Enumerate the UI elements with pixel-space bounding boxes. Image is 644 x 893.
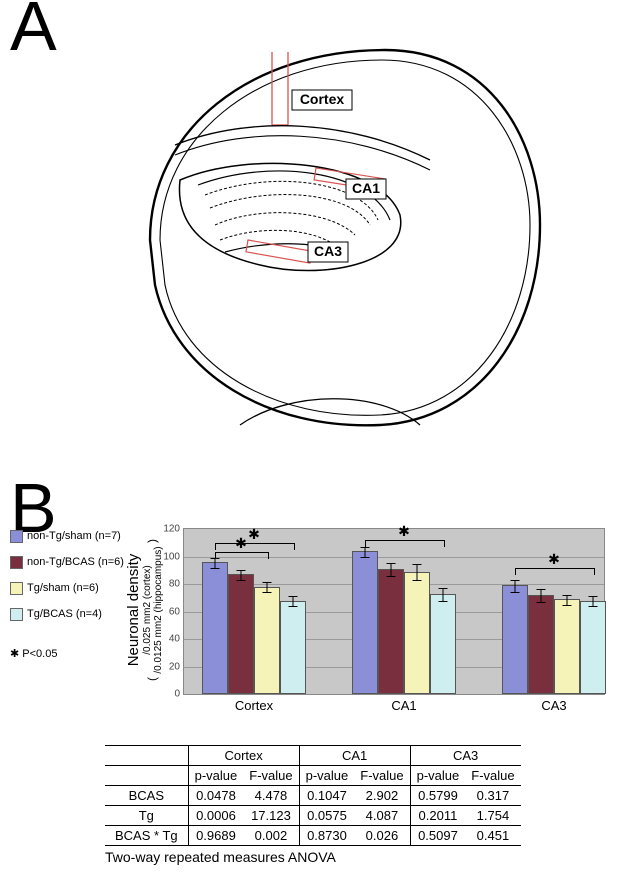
legend-item: Tg/BCAS (n=4) bbox=[10, 603, 124, 625]
anova-region-header: Cortex bbox=[188, 746, 299, 766]
chart-plot: 020406080100120Cortex✱✱CA1✱CA3✱ bbox=[183, 528, 605, 695]
anova-region-header: CA1 bbox=[299, 746, 410, 766]
anova-cell: 0.026 bbox=[354, 826, 410, 846]
legend-item: Tg/sham (n=6) bbox=[10, 577, 124, 599]
anova-cell: 4.087 bbox=[354, 806, 410, 826]
chart-legend: non-Tg/sham (n=7) non-Tg/BCAS (n=6) Tg/sha… bbox=[10, 525, 124, 665]
anova-region-header: CA3 bbox=[410, 746, 521, 766]
bar bbox=[404, 572, 430, 694]
y-tick: 80 bbox=[150, 579, 184, 590]
anova-cell: 1.754 bbox=[465, 806, 520, 826]
legend-swatch bbox=[10, 556, 23, 569]
anova-cell: 2.902 bbox=[354, 786, 410, 806]
bar bbox=[280, 601, 306, 695]
anova-col-header: F-value bbox=[243, 766, 299, 786]
anova-col-header: F-value bbox=[354, 766, 410, 786]
anova-cell: 0.1047 bbox=[299, 786, 354, 806]
anova-cell: 0.451 bbox=[465, 826, 520, 846]
region-label-cortex: Cortex bbox=[300, 91, 345, 107]
anova-cell: 0.9689 bbox=[188, 826, 243, 846]
anova-row-label: BCAS * Tg bbox=[105, 826, 188, 846]
anova-cell: 0.0006 bbox=[188, 806, 243, 826]
legend-label: Tg/sham (n=6) bbox=[27, 577, 99, 599]
significance-bracket bbox=[215, 543, 295, 550]
significance-star: ✱ bbox=[248, 526, 260, 543]
anova-row-label: BCAS bbox=[105, 786, 188, 806]
panel-letter-a: A bbox=[10, 0, 57, 66]
x-label: CA3 bbox=[502, 694, 606, 713]
legend-label: non-Tg/BCAS (n=6) bbox=[27, 551, 124, 573]
legend-swatch bbox=[10, 608, 23, 621]
anova-col-header: p-value bbox=[299, 766, 354, 786]
bar bbox=[528, 595, 554, 694]
y-tick: 60 bbox=[150, 606, 184, 617]
y-tick: 0 bbox=[150, 689, 184, 700]
region-label-ca1: CA1 bbox=[352, 180, 380, 196]
region-label-ca3: CA3 bbox=[314, 243, 342, 259]
anova-cell: 4.478 bbox=[243, 786, 299, 806]
significance-bracket bbox=[365, 540, 445, 547]
anova-cell: 0.5097 bbox=[410, 826, 465, 846]
anova-cell: 0.317 bbox=[465, 786, 520, 806]
anova-table: CortexCA1CA3p-valueF-valuep-valueF-value… bbox=[105, 745, 521, 846]
anova-cell: 0.2011 bbox=[410, 806, 465, 826]
anova-row-label: Tg bbox=[105, 806, 188, 826]
bar-chart: 020406080100120Cortex✱✱CA1✱CA3✱ bbox=[135, 520, 635, 725]
anova-col-header: p-value bbox=[188, 766, 243, 786]
significance-note: ✱ P<0.05 bbox=[10, 643, 124, 665]
anova-cell: 0.5799 bbox=[410, 786, 465, 806]
legend-swatch bbox=[10, 582, 23, 595]
anova-cell: 0.0478 bbox=[188, 786, 243, 806]
anova-col-header: p-value bbox=[410, 766, 465, 786]
legend-label: Tg/BCAS (n=4) bbox=[27, 603, 102, 625]
bar bbox=[580, 601, 606, 695]
y-tick: 100 bbox=[150, 551, 184, 562]
legend-item: non-Tg/sham (n=7) bbox=[10, 525, 124, 547]
x-label: CA1 bbox=[352, 694, 456, 713]
legend-label: non-Tg/sham (n=7) bbox=[27, 525, 121, 547]
anova-cell: 17.123 bbox=[243, 806, 299, 826]
anova-cell: 0.0575 bbox=[299, 806, 354, 826]
brain-diagram: Cortex CA1 CA3 bbox=[120, 30, 560, 430]
figure-root: A B CortexCA1CA3 non-Tg/sham (n=7)non-Tg… bbox=[0, 0, 644, 893]
bar bbox=[228, 574, 254, 694]
bar bbox=[430, 594, 456, 694]
y-tick: 20 bbox=[150, 661, 184, 672]
anova-cell: 0.002 bbox=[243, 826, 299, 846]
bar bbox=[202, 562, 228, 694]
brain-outline-svg: Cortex CA1 CA3 bbox=[120, 30, 560, 430]
bar bbox=[352, 551, 378, 694]
significance-star: ✱ bbox=[548, 551, 560, 568]
significance-bracket bbox=[215, 552, 269, 559]
bar bbox=[254, 587, 280, 694]
legend-item: non-Tg/BCAS (n=6) bbox=[10, 551, 124, 573]
y-tick: 40 bbox=[150, 634, 184, 645]
significance-star: ✱ bbox=[398, 523, 410, 540]
bar bbox=[554, 599, 580, 694]
bar-group: CA1 bbox=[352, 529, 456, 694]
anova-cell: 0.8730 bbox=[299, 826, 354, 846]
legend-swatch bbox=[10, 530, 23, 543]
x-label: Cortex bbox=[202, 694, 306, 713]
y-tick: 120 bbox=[150, 524, 184, 535]
significance-bracket bbox=[515, 568, 595, 575]
bar bbox=[378, 569, 404, 694]
anova-caption: Two-way repeated measures ANOVA bbox=[105, 845, 336, 865]
bar bbox=[502, 585, 528, 694]
anova-col-header: F-value bbox=[465, 766, 520, 786]
